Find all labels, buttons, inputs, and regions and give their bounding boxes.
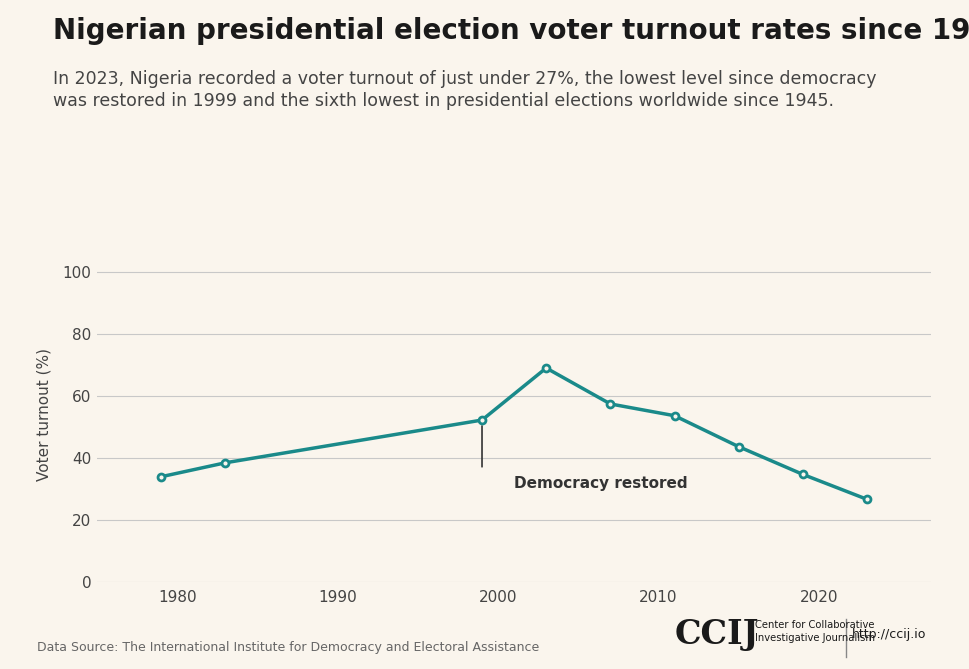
Text: Data Source: The International Institute for Democracy and Electoral Assistance: Data Source: The International Institute… <box>37 641 539 654</box>
Text: Center for Collaborative
Investigative Journalism: Center for Collaborative Investigative J… <box>754 620 874 643</box>
Text: CCIJ: CCIJ <box>673 617 758 651</box>
Text: http://ccij.io: http://ccij.io <box>851 628 925 641</box>
Text: Democracy restored: Democracy restored <box>514 476 687 491</box>
Text: Nigerian presidential election voter turnout rates since 1978: Nigerian presidential election voter tur… <box>53 17 969 45</box>
Y-axis label: Voter turnout (%): Voter turnout (%) <box>37 349 51 481</box>
Text: In 2023, Nigeria recorded a voter turnout of just under 27%, the lowest level si: In 2023, Nigeria recorded a voter turnou… <box>53 70 876 88</box>
Text: was restored in 1999 and the sixth lowest in presidential elections worldwide si: was restored in 1999 and the sixth lowes… <box>53 92 833 110</box>
